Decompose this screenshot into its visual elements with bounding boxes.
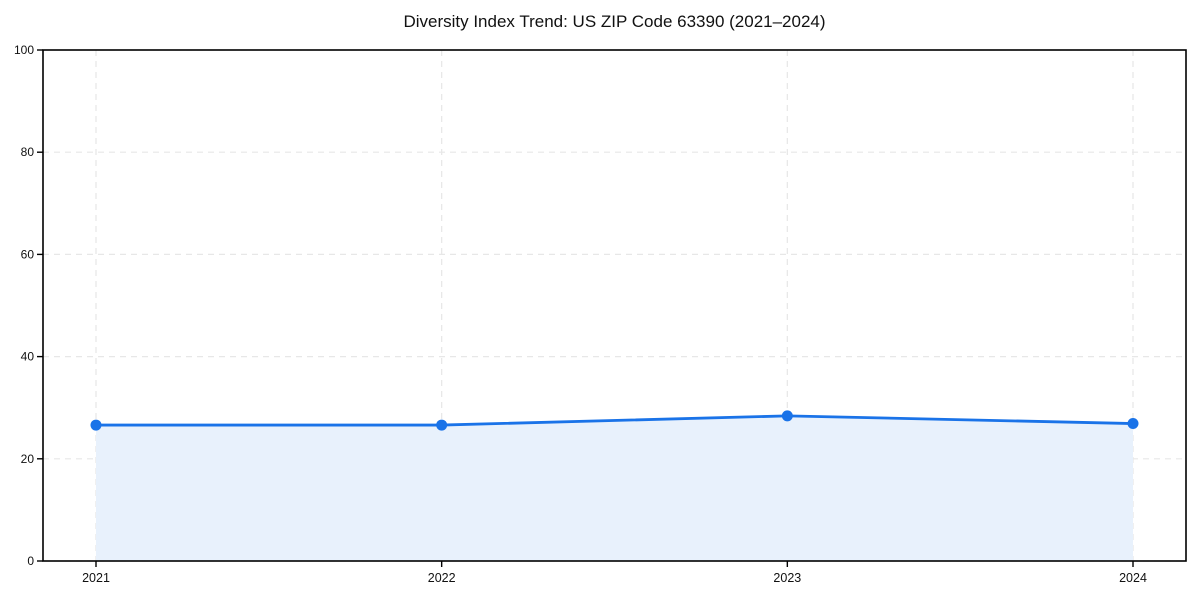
data-point-2021 — [90, 419, 102, 431]
area-fill — [96, 415, 1133, 561]
x-tick-label: 2023 — [773, 571, 801, 585]
y-tick-label: 60 — [21, 247, 35, 261]
data-point-2022 — [436, 419, 448, 431]
y-tick-label: 40 — [21, 350, 35, 364]
x-tick-label: 2024 — [1119, 571, 1147, 585]
x-tick-label: 2021 — [82, 571, 110, 585]
trend-line — [94, 414, 1135, 427]
y-tick-label: 80 — [21, 145, 35, 159]
y-tick-label: 20 — [21, 452, 35, 466]
chart-title: Diversity Index Trend: US ZIP Code 63390… — [403, 12, 826, 31]
y-tick-label: 100 — [14, 43, 34, 57]
x-tick-label: 2022 — [428, 571, 456, 585]
data-point-2024 — [1127, 418, 1139, 430]
y-tick-label: 0 — [27, 554, 34, 568]
data-point-2023 — [781, 410, 793, 422]
plot-border — [42, 49, 1187, 562]
